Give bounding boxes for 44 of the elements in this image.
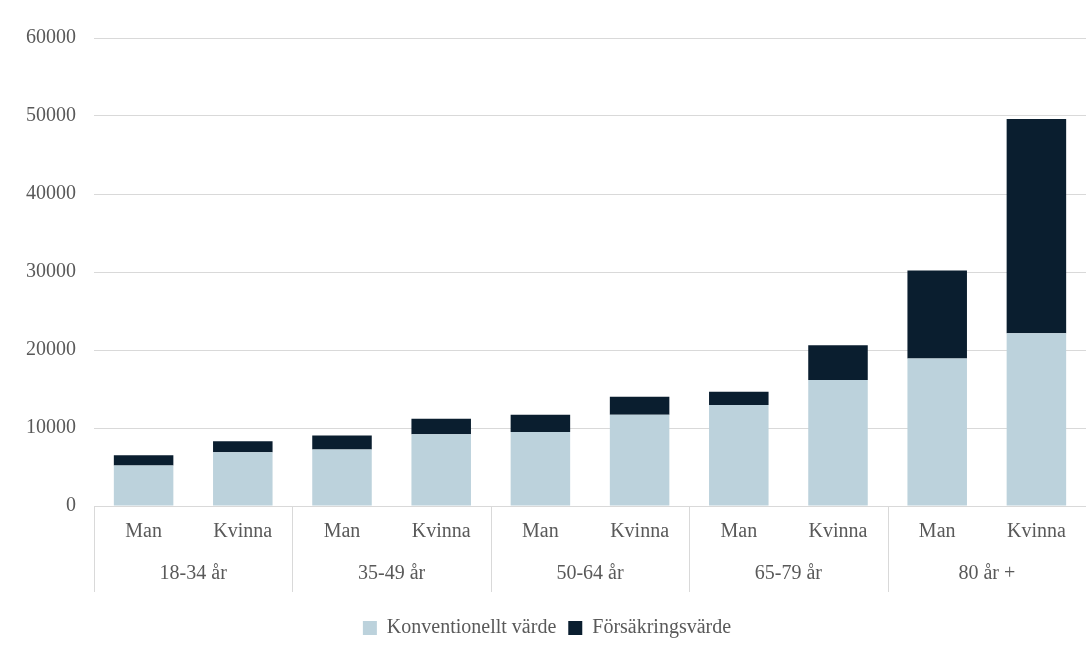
bar: [907, 358, 967, 506]
legend-label: Konventionellt värde: [386, 615, 557, 638]
bar: [1006, 119, 1067, 334]
bar: [1006, 333, 1067, 506]
x-tick-label: Man: [323, 519, 361, 542]
bar: [709, 404, 769, 506]
x-tick-label: Kvinna: [808, 519, 868, 542]
text: 50-64 år: [556, 561, 624, 584]
x-tick-label: Man: [918, 519, 956, 542]
bar: [411, 418, 471, 435]
x-tick-label: Kvinna: [213, 519, 273, 542]
bar: [709, 391, 769, 405]
bar: [609, 414, 670, 506]
x-tick-label: Man: [720, 519, 758, 542]
bar: [411, 434, 471, 506]
bar: [312, 435, 372, 450]
bar: [312, 449, 372, 506]
text: 18-34 år: [159, 561, 228, 584]
bar: [113, 455, 174, 466]
y-tick-label: 60000: [26, 25, 76, 48]
y-tick-label: 20000: [26, 337, 76, 360]
x-tick-label: Kvinna: [1006, 519, 1066, 542]
bar: [510, 431, 571, 506]
y-tick-label: 10000: [26, 415, 76, 438]
x-tick-label: Man: [125, 519, 162, 542]
y-tick-label: 0: [66, 493, 76, 516]
bar: [808, 380, 868, 506]
text: 65-79 år: [754, 561, 823, 584]
bar: [113, 465, 174, 506]
legend-label: Försäkringsvärde: [592, 615, 732, 639]
y-tick-label: 30000: [26, 259, 76, 282]
bar: [907, 270, 967, 359]
bar: [213, 441, 273, 453]
text: 80 år +: [958, 561, 1016, 584]
bar: [609, 396, 670, 415]
y-tick-label: 40000: [26, 181, 76, 204]
x-tick-label: Man: [522, 519, 559, 542]
bar: [808, 345, 868, 381]
bar: [510, 414, 571, 432]
x-tick-label: Kvinna: [411, 519, 471, 542]
bar: [213, 452, 273, 506]
x-tick-label: Kvinna: [610, 519, 670, 542]
y-tick-label: 50000: [26, 103, 76, 126]
text: 35-49 år: [358, 561, 426, 584]
